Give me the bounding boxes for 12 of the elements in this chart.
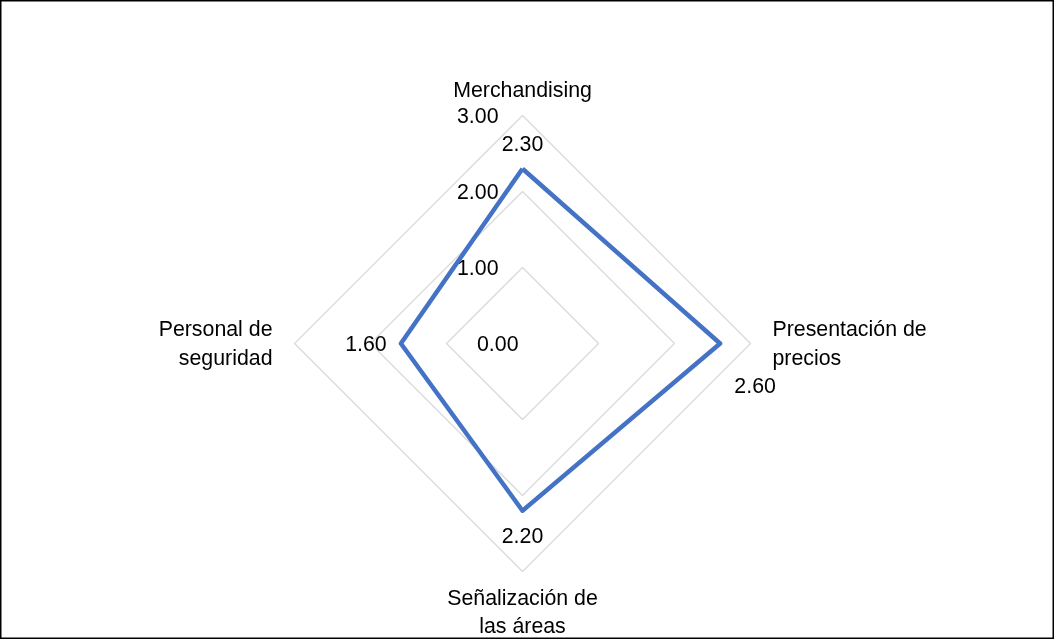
spoke-label: Personal de seguridad: [158, 317, 273, 370]
y-tick-label: 0.00: [476, 332, 519, 356]
spoke-label: Merchandising: [453, 77, 592, 102]
spoke-label: Señalización de las áreas: [447, 585, 598, 639]
data-label: 2.30: [501, 132, 544, 157]
y-tick-label: 1.00: [456, 256, 499, 280]
y-tick-label: 2.00: [456, 180, 499, 204]
data-label: 2.60: [734, 374, 776, 398]
data-label: 1.60: [345, 332, 387, 356]
spoke-label: Presentación de precios: [772, 317, 927, 370]
y-tick-label: 3.00: [456, 104, 499, 128]
data-label: 2.20: [501, 524, 544, 549]
